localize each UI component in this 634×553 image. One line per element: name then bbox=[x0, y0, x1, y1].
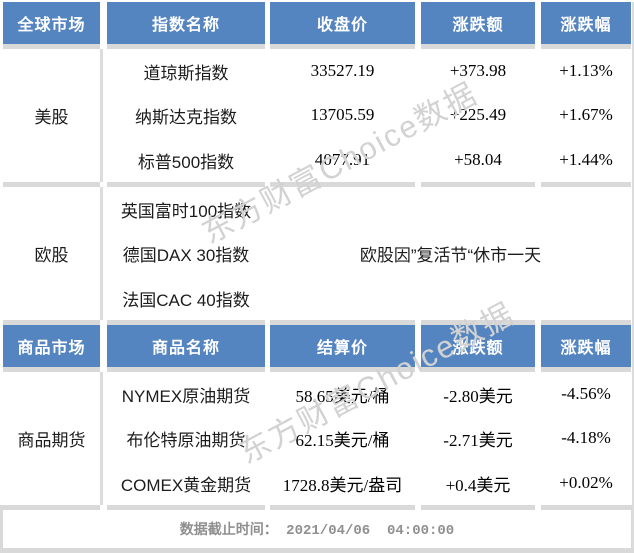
close-price-cell: 33527.19 bbox=[310, 61, 375, 80]
divider-segment bbox=[3, 505, 100, 510]
change-percent-cell: -4.18% bbox=[561, 428, 611, 447]
divider-segment bbox=[3, 182, 100, 187]
divider-segment bbox=[421, 320, 535, 325]
divider-segment bbox=[541, 505, 631, 510]
index-name-cell: 标普500指数 bbox=[137, 152, 235, 172]
market-category-eu: 欧股 bbox=[34, 246, 69, 265]
divider bbox=[0, 367, 634, 372]
change-amount-cell: +0.4美元 bbox=[445, 475, 511, 495]
table-row-comex: COMEX黄金期货 1728.8美元/盎司 +0.4美元 +0.02% bbox=[0, 461, 634, 505]
table-row-sp500: 标普500指数 4077.91 +58.04 +1.44% bbox=[0, 138, 634, 182]
index-name-cell: 纳斯达克指数 bbox=[135, 107, 237, 127]
column-divider-line bbox=[100, 187, 103, 320]
header-change-amount: 涨跌额 bbox=[421, 2, 535, 44]
commodity-market-header-row: 商品市场 商品名称 结算价 涨跌额 涨跌幅 bbox=[0, 325, 634, 367]
global-market-header-row: 全球市场 指数名称 收盘价 涨跌额 涨跌幅 bbox=[0, 2, 634, 44]
commodity-name-cell: NYMEX原油期货 bbox=[121, 386, 251, 406]
index-name-cell: 德国DAX 30指数 bbox=[122, 245, 250, 265]
divider bbox=[0, 320, 634, 325]
change-percent-cell: +1.44% bbox=[559, 150, 613, 169]
divider-segment bbox=[270, 320, 415, 325]
divider-segment bbox=[541, 44, 631, 49]
header-change-percent: 涨跌幅 bbox=[541, 325, 631, 367]
table-row-brent: 布伦特原油期货 62.15美元/桶 -2.71美元 -4.18% bbox=[0, 416, 634, 460]
table-row-dow: 道琼斯指数 33527.19 +373.98 +1.13% bbox=[0, 49, 634, 93]
change-amount-cell: +373.98 bbox=[449, 61, 507, 80]
header-global-market: 全球市场 bbox=[3, 2, 100, 44]
settlement-price-cell: 62.15美元/桶 bbox=[295, 430, 390, 450]
header-commodity-market: 商品市场 bbox=[3, 325, 100, 367]
header-change-amount: 涨跌额 bbox=[421, 325, 535, 367]
change-amount-cell: +58.04 bbox=[454, 150, 502, 169]
index-name-cell: 法国CAC 40指数 bbox=[122, 290, 250, 310]
market-category-commodity: 商品期货 bbox=[17, 431, 86, 450]
table-row-dax: 德国DAX 30指数 bbox=[0, 231, 634, 275]
settlement-price-cell: 1728.8美元/盎司 bbox=[282, 475, 403, 495]
divider-segment bbox=[107, 182, 265, 187]
data-cutoff-time: 数据截止时间： 2021/04/06 04:00:00 bbox=[179, 523, 455, 539]
market-category-us: 美股 bbox=[34, 108, 69, 127]
index-name-cell: 道琼斯指数 bbox=[143, 63, 229, 83]
divider-segment bbox=[270, 505, 415, 510]
divider-segment bbox=[421, 182, 535, 187]
divider-segment bbox=[107, 320, 265, 325]
header-commodity-name: 商品名称 bbox=[107, 325, 265, 367]
change-amount-cell: +225.49 bbox=[449, 105, 507, 124]
commodity-name-cell: 布伦特原油期货 bbox=[126, 430, 246, 450]
divider-segment bbox=[107, 505, 265, 510]
divider-segment bbox=[107, 367, 265, 372]
change-amount-cell: -2.71美元 bbox=[443, 430, 513, 450]
right-border bbox=[632, 2, 634, 548]
divider-segment bbox=[270, 182, 415, 187]
change-percent-cell: +1.67% bbox=[559, 105, 613, 124]
footer-border-left bbox=[0, 505, 3, 553]
change-amount-cell: -2.80美元 bbox=[443, 386, 513, 406]
divider-segment bbox=[107, 44, 265, 49]
index-name-cell: 英国富时100指数 bbox=[120, 201, 252, 221]
header-index-name: 指数名称 bbox=[107, 2, 265, 44]
close-price-cell: 4077.91 bbox=[314, 150, 371, 169]
change-percent-cell: +1.13% bbox=[559, 61, 613, 80]
divider-segment bbox=[421, 505, 535, 510]
column-divider-line bbox=[100, 49, 103, 182]
footer-border-bottom bbox=[0, 548, 634, 553]
table-row-ftse: 英国富时100指数 bbox=[0, 187, 634, 231]
settlement-price-cell: 58.65美元/桶 bbox=[295, 386, 390, 406]
table-row-nasdaq: 纳斯达克指数 13705.59 +225.49 +1.67% bbox=[0, 93, 634, 137]
divider-segment bbox=[3, 320, 100, 325]
divider-segment bbox=[421, 367, 535, 372]
divider-segment bbox=[541, 320, 631, 325]
close-price-cell: 13705.59 bbox=[310, 105, 375, 124]
divider-segment bbox=[270, 44, 415, 49]
divider-segment bbox=[541, 367, 631, 372]
table-row-nymex: NYMEX原油期货 58.65美元/桶 -2.80美元 -4.56% bbox=[0, 372, 634, 416]
divider bbox=[0, 44, 634, 49]
header-change-percent: 涨跌幅 bbox=[541, 2, 631, 44]
table-row-cac: 法国CAC 40指数 bbox=[0, 276, 634, 320]
eu-holiday-note: 欧股因”复活节“休市一天 bbox=[359, 246, 542, 265]
divider-segment bbox=[421, 44, 535, 49]
column-divider-line bbox=[100, 372, 103, 505]
divider bbox=[0, 182, 634, 187]
change-percent-cell: +0.02% bbox=[559, 473, 613, 492]
divider-segment bbox=[270, 367, 415, 372]
header-settlement-price: 结算价 bbox=[270, 325, 415, 367]
commodity-name-cell: COMEX黄金期货 bbox=[120, 475, 252, 495]
divider bbox=[0, 505, 634, 510]
change-percent-cell: -4.56% bbox=[561, 384, 611, 403]
divider-segment bbox=[541, 182, 631, 187]
divider-segment bbox=[3, 367, 100, 372]
divider-segment bbox=[3, 44, 100, 49]
header-close-price: 收盘价 bbox=[270, 2, 415, 44]
